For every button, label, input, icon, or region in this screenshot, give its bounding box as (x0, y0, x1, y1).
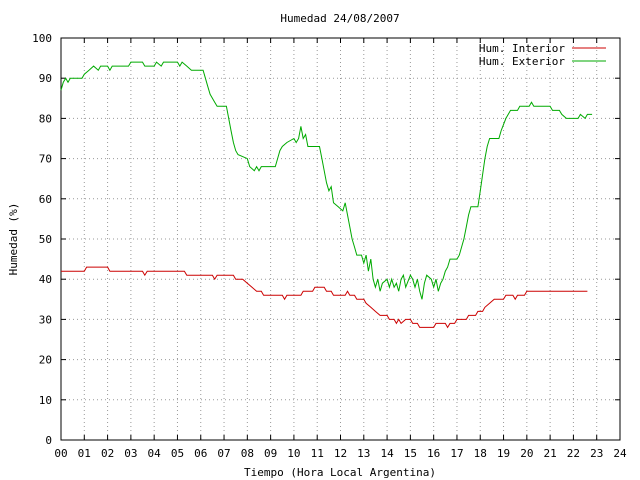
x-tick-label: 22 (567, 447, 580, 460)
x-tick-label: 19 (497, 447, 510, 460)
x-tick-label: 09 (264, 447, 277, 460)
grid (61, 38, 620, 440)
x-tick-label: 20 (520, 447, 533, 460)
series-line-interior (61, 266, 588, 329)
x-tick-label: 14 (380, 447, 394, 460)
x-tick-label: 15 (404, 447, 417, 460)
chart-title: Humedad 24/08/2007 (280, 12, 399, 25)
x-tick-label: 12 (334, 447, 347, 460)
y-tick-label: 20 (39, 354, 52, 367)
x-tick-label: 16 (427, 447, 440, 460)
y-tick-label: 30 (39, 313, 52, 326)
x-tick-label: 13 (357, 447, 370, 460)
y-tick-label: 100 (32, 32, 52, 45)
x-tick-label: 17 (450, 447, 463, 460)
x-tick-label: 01 (78, 447, 91, 460)
x-tick-label: 18 (474, 447, 487, 460)
x-tick-label: 24 (613, 447, 627, 460)
series-group (60, 61, 593, 329)
x-tick-label: 10 (287, 447, 300, 460)
x-tick-label: 06 (194, 447, 207, 460)
x-tick-label: 11 (311, 447, 324, 460)
y-tick-label: 0 (45, 434, 52, 447)
x-tick-label: 03 (124, 447, 137, 460)
y-tick-label: 40 (39, 273, 52, 286)
y-tick-label: 80 (39, 112, 52, 125)
x-tick-label: 04 (148, 447, 162, 460)
x-axis: 00 01 02 03 04 05 06 07 08 09 10 11 12 13 14 15 16 17 18 19… (54, 38, 627, 460)
x-tick-label: 23 (590, 447, 603, 460)
legend: Hum. Interior Hum. Exterior (479, 42, 606, 68)
y-tick-label: 70 (39, 153, 52, 166)
x-tick-label: 02 (101, 447, 114, 460)
y-tick-label: 10 (39, 394, 52, 407)
x-tick-label: 21 (544, 447, 557, 460)
y-axis: 0 10 20 30 40 50 60 70 80 90 100 (32, 32, 620, 447)
y-tick-label: 60 (39, 193, 52, 206)
y-tick-label: 50 (39, 233, 52, 246)
x-tick-label: 07 (217, 447, 230, 460)
x-tick-label: 00 (54, 447, 67, 460)
x-tick-label: 08 (241, 447, 254, 460)
legend-label-interior: Hum. Interior (479, 42, 565, 55)
y-tick-label: 90 (39, 72, 52, 85)
x-tick-label: 05 (171, 447, 184, 460)
y-axis-label: Humedad (%) (7, 203, 20, 276)
legend-label-exterior: Hum. Exterior (479, 55, 565, 68)
series-line-exterior (60, 61, 593, 300)
x-axis-label: Tiempo (Hora Local Argentina) (244, 466, 436, 479)
